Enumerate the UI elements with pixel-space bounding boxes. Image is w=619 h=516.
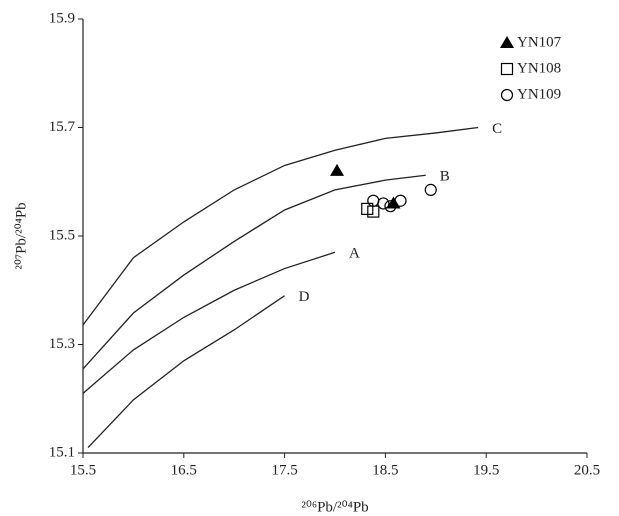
y-tick-label: 15.9: [49, 10, 75, 26]
curve-label: C: [492, 121, 502, 137]
x-tick-label: 16.5: [171, 462, 197, 478]
curve-label: B: [440, 169, 450, 185]
y-tick-label: 15.7: [49, 119, 76, 135]
legend-label: YN108: [517, 60, 561, 76]
point: [384, 200, 397, 213]
x-tick-label: 18.5: [372, 462, 398, 478]
model-curve: [82, 251, 336, 394]
legend-label: YN107: [517, 34, 562, 50]
model-curve: [82, 174, 426, 370]
curve-label: A: [349, 246, 360, 262]
point: [377, 197, 390, 210]
x-tick-label: 20.5: [574, 462, 600, 478]
point: [394, 194, 407, 207]
model-curve: [82, 126, 479, 326]
axes: [82, 19, 587, 454]
x-tick-label: 17.5: [271, 462, 297, 478]
y-tick-label: 15.5: [49, 227, 75, 243]
curve-label: D: [299, 289, 310, 305]
legend-marker: [500, 88, 514, 102]
y-axis-label: ²⁰⁷Pb/²⁰⁴Pb: [13, 202, 29, 269]
y-tick-label: 15.1: [49, 444, 75, 460]
x-axis-label: ²⁰⁶Pb/²⁰⁴Pb: [301, 499, 368, 515]
x-tick-label: 19.5: [473, 462, 499, 478]
point: [330, 163, 345, 176]
legend-marker: [500, 62, 514, 76]
x-tick-label: 15.5: [70, 462, 96, 478]
model-curve: [87, 295, 285, 449]
point: [424, 183, 437, 196]
legend-marker: [500, 36, 514, 48]
legend-label: YN109: [517, 86, 561, 102]
y-tick-label: 15.3: [49, 336, 75, 352]
